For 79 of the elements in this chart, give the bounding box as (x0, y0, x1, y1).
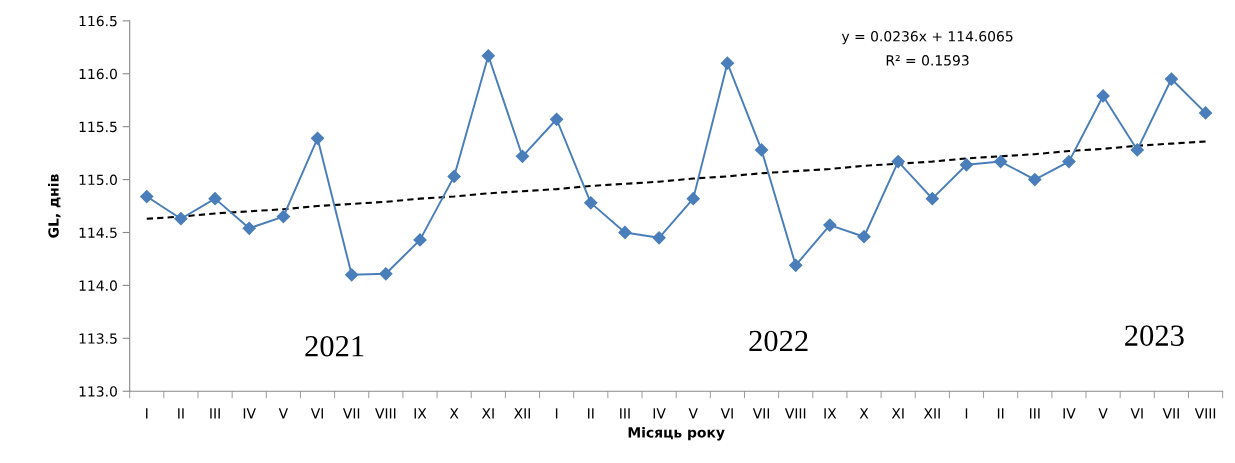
point (1062, 154, 1076, 169)
y-tick-label: 115.0 (79, 174, 117, 186)
point (481, 49, 495, 63)
x-tick-label: VIII (375, 408, 396, 419)
x-tick-label: I (146, 408, 148, 419)
point (857, 230, 871, 244)
x-tick-label: II (997, 408, 1004, 419)
x-tick-label: IX (414, 408, 427, 419)
point (1028, 172, 1042, 187)
x-tick-label: XI (891, 408, 904, 419)
x-tick-label: V (688, 408, 698, 419)
x-tick-label: X (449, 408, 459, 419)
point (550, 112, 564, 126)
x-tick-label: VI (310, 408, 323, 419)
x-tick-label: V (278, 408, 289, 419)
point (720, 56, 734, 70)
point (242, 221, 256, 235)
x-tick-label: V (1098, 408, 1108, 419)
y-tick-label: 116.5 (79, 15, 117, 27)
x-tick-label: VIII (784, 408, 806, 419)
point (1130, 143, 1144, 157)
y-tick-label: 113.5 (79, 333, 117, 344)
point (515, 149, 530, 163)
y-tick-label: 115.5 (79, 121, 117, 133)
annotation: 2022 (749, 330, 808, 352)
point (686, 192, 700, 206)
point (994, 154, 1008, 169)
x-tick-label: I (965, 408, 968, 419)
point (276, 210, 290, 224)
point (1096, 89, 1110, 103)
x-tick-label: IV (243, 408, 256, 419)
point (379, 267, 393, 281)
point (959, 158, 974, 172)
annotation: R² = 0.1593 (886, 55, 969, 66)
point (823, 218, 837, 232)
point (652, 231, 666, 245)
x-tick-label: X (859, 408, 869, 419)
point (208, 192, 222, 206)
annotation: 2023 (1125, 325, 1184, 346)
y-axis-title: GL, днів (48, 174, 61, 238)
x-tick-label: XII (514, 408, 530, 419)
point (174, 212, 188, 226)
point (584, 196, 598, 210)
y-tick-label: 114.5 (79, 227, 117, 238)
x-axis-title: Місяць року (628, 426, 725, 441)
x-tick-label: II (178, 408, 184, 419)
x-tick-label: VI (720, 408, 733, 419)
point (310, 131, 325, 145)
point (754, 143, 769, 157)
x-tick-label: XI (481, 408, 494, 419)
point (618, 225, 632, 240)
x-tick-label: IV (1063, 408, 1076, 419)
x-tick-label: VIII (1194, 408, 1216, 419)
annotation: y = 0.0236x + 114.6065 (841, 31, 1013, 45)
x-tick-label: VII (752, 408, 770, 419)
x-tick-label: IV (653, 408, 666, 419)
x-tick-label: VII (1162, 408, 1179, 419)
x-tick-label: XII (923, 408, 940, 419)
point (925, 192, 939, 206)
annotation: 2021 (305, 335, 364, 357)
point (1198, 106, 1213, 120)
y-tick-label: 113.0 (79, 386, 117, 397)
point (413, 233, 427, 247)
x-tick-label: I (555, 408, 558, 419)
x-tick-label: VI (1130, 408, 1143, 419)
point (1164, 72, 1179, 86)
point (447, 169, 461, 183)
y-tick-label: 114.0 (79, 280, 117, 291)
point (345, 268, 359, 282)
point (789, 258, 803, 272)
x-tick-label: II (588, 408, 594, 419)
point (140, 189, 154, 204)
x-tick-label: III (620, 408, 630, 419)
x-tick-label: IX (824, 408, 837, 419)
point (891, 154, 905, 169)
y-tick-label: 116.0 (79, 68, 117, 80)
x-tick-label: III (210, 408, 220, 419)
x-tick-label: VII (342, 408, 360, 419)
x-tick-label: III (1030, 408, 1040, 419)
